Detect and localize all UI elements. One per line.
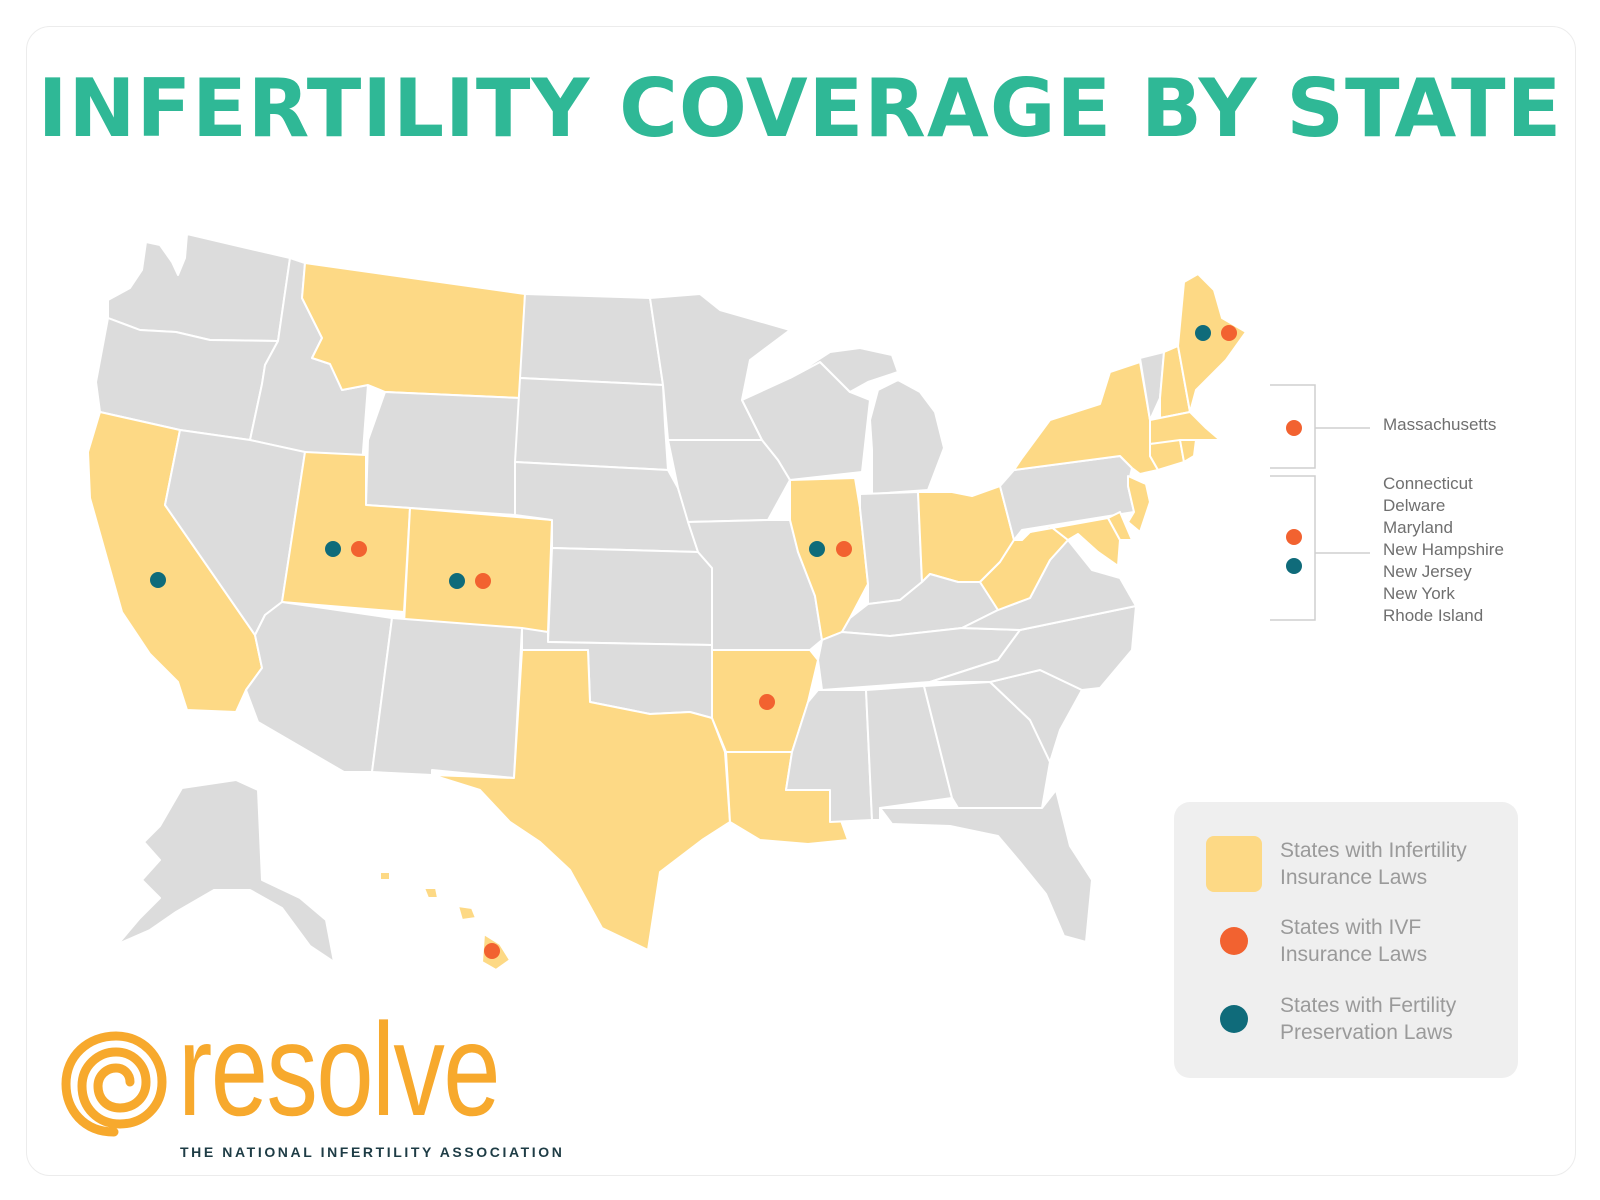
state-michigan bbox=[869, 379, 945, 495]
state-hawaii-kauai bbox=[379, 871, 391, 881]
state-wyoming bbox=[365, 391, 521, 516]
ivf-dot-arkansas bbox=[759, 694, 775, 710]
callout-label-maryland: Maryland bbox=[1383, 518, 1453, 537]
callout-label-delware: Delware bbox=[1383, 496, 1446, 515]
legend-item-preservation-laws: States with Fertility Preservation Laws bbox=[1206, 992, 1490, 1046]
preservation-dot-illinois bbox=[809, 541, 825, 557]
state-florida bbox=[879, 789, 1093, 943]
state-south-dakota bbox=[514, 377, 669, 471]
callout-bracket-massachusetts bbox=[1270, 384, 1370, 469]
ivf-dot-hawaii bbox=[484, 943, 500, 959]
state-indiana bbox=[859, 491, 923, 605]
ivf-dot-illinois bbox=[836, 541, 852, 557]
legend-item-infertility-laws: States with Infertility Insurance Laws bbox=[1206, 836, 1490, 892]
state-texas bbox=[431, 649, 731, 951]
state-montana bbox=[301, 262, 526, 399]
legend-label-infertility-laws: States with Infertility Insurance Laws bbox=[1280, 839, 1467, 889]
legend-dot-ivf bbox=[1220, 927, 1248, 955]
logo-tagline: THE NATIONAL INFERTILITY ASSOCIATION bbox=[180, 1144, 565, 1160]
state-delaware bbox=[1107, 511, 1133, 541]
state-new-mexico bbox=[371, 617, 523, 779]
state-washington bbox=[107, 233, 291, 342]
callout-label-rhode-island: Rhode Island bbox=[1383, 606, 1484, 625]
callout-preservation-dot-group bbox=[1286, 558, 1302, 574]
state-michigan-up bbox=[789, 347, 899, 393]
legend-label-preservation-laws: States with Fertility Preservation Laws bbox=[1280, 994, 1457, 1044]
preservation-dot-maine bbox=[1195, 325, 1211, 341]
state-minnesota bbox=[649, 293, 791, 441]
state-connecticut bbox=[1149, 439, 1185, 471]
state-new-york bbox=[1013, 361, 1159, 475]
callout-ivf-dot-group bbox=[1286, 529, 1302, 545]
state-alaska bbox=[117, 779, 335, 963]
logo-wordmark: resolve bbox=[178, 996, 501, 1143]
state-north-dakota bbox=[519, 293, 664, 386]
state-new-jersey bbox=[1127, 475, 1151, 533]
map-legend: States with Infertility Insurance Laws S… bbox=[1174, 802, 1518, 1078]
ivf-dot-colorado bbox=[475, 573, 491, 589]
callout-ivf-dot-massachusetts bbox=[1286, 420, 1302, 436]
state-arizona bbox=[245, 601, 393, 773]
callout-label-connecticut: Connecticut bbox=[1383, 474, 1473, 493]
page-title: INFERTILITY COVERAGE BY STATE bbox=[37, 62, 1563, 155]
callout-label-new-jersey: New Jersey bbox=[1383, 562, 1472, 581]
callout-label-new-hampshire: New Hampshire bbox=[1383, 540, 1504, 559]
callout-label-new-york: New York bbox=[1383, 584, 1455, 603]
state-rhode-island bbox=[1179, 439, 1197, 463]
preservation-dot-utah bbox=[325, 541, 341, 557]
legend-swatch-infertility-laws bbox=[1206, 836, 1262, 892]
ivf-dot-maine bbox=[1221, 325, 1237, 341]
state-maine bbox=[1177, 273, 1247, 413]
legend-label-ivf-laws: States with IVF Insurance Laws bbox=[1280, 916, 1428, 966]
legend-dot-preservation bbox=[1220, 1005, 1248, 1033]
state-kansas bbox=[547, 547, 713, 646]
state-colorado bbox=[403, 507, 553, 633]
state-hawaii-maui bbox=[457, 905, 477, 921]
state-hawaii-oahu bbox=[423, 887, 439, 899]
ivf-dot-utah bbox=[351, 541, 367, 557]
legend-item-ivf-laws: States with IVF Insurance Laws bbox=[1206, 914, 1490, 968]
callout-bracket-group bbox=[1270, 475, 1370, 621]
preservation-dot-colorado bbox=[449, 573, 465, 589]
preservation-dot-california bbox=[150, 572, 166, 588]
swirl-logo-icon bbox=[61, 1031, 167, 1137]
callout-label-massachusetts: Massachusetts bbox=[1383, 415, 1497, 434]
